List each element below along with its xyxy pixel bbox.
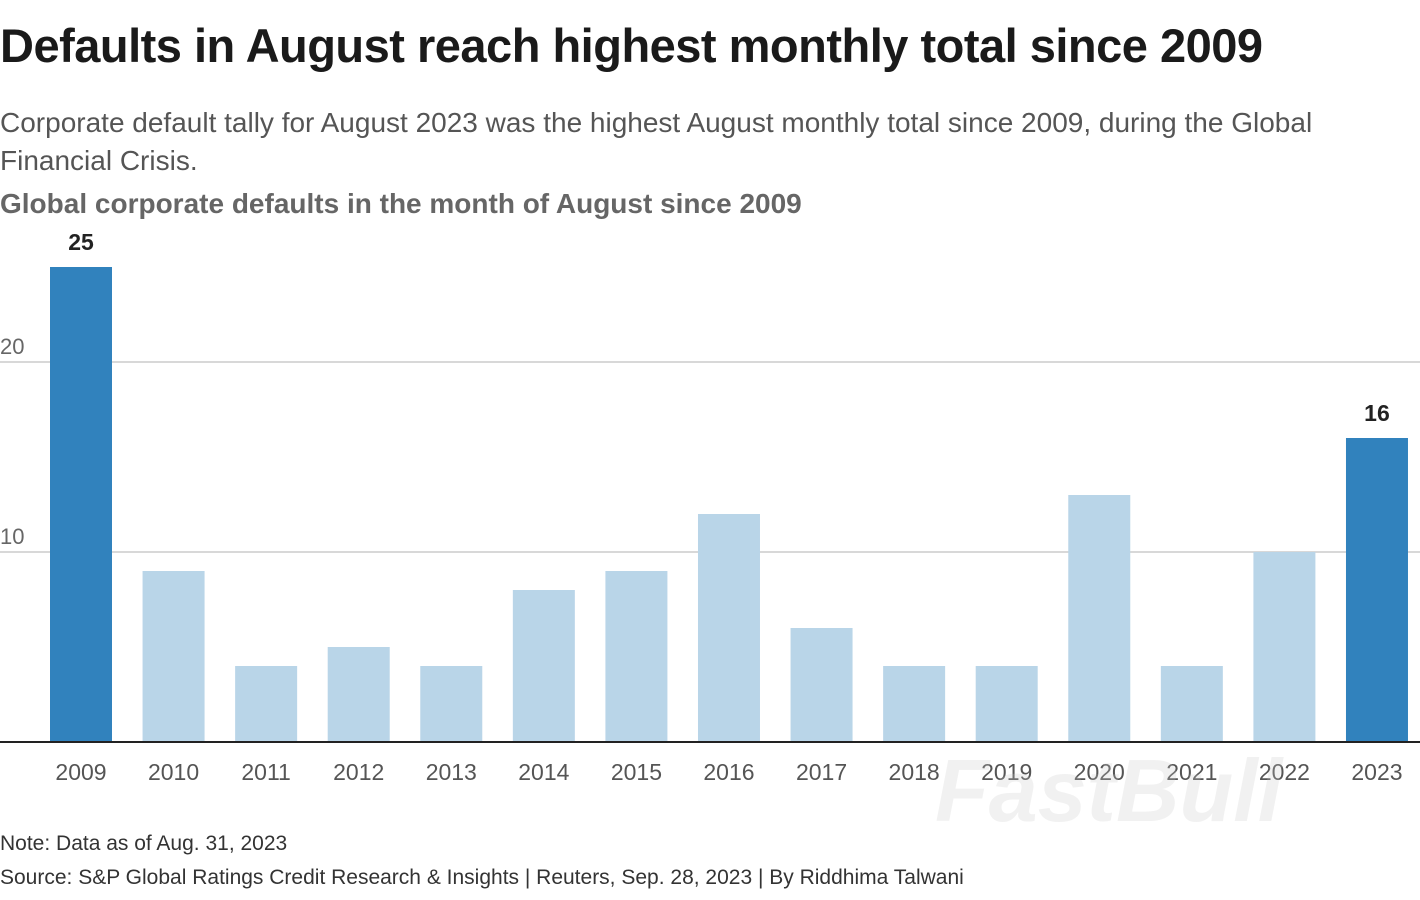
note: Note: Data as of Aug. 31, 2023 (0, 832, 288, 855)
x-tick-label: 2020 (1074, 759, 1125, 785)
y-tick-label: 20 (0, 334, 24, 359)
x-tick-label: 2021 (1166, 759, 1217, 785)
x-tick-label: 2015 (611, 759, 662, 785)
data-label: 25 (68, 229, 94, 255)
page-title: Defaults in August reach highest monthly… (0, 19, 1263, 72)
x-tick-label: 2019 (981, 759, 1032, 785)
bar-2013 (420, 666, 483, 742)
x-tick-label: 2022 (1259, 759, 1310, 785)
bar-2015 (605, 571, 668, 742)
bar-2017 (790, 628, 853, 742)
bar-2022 (1253, 552, 1316, 742)
watermark-logo: FastBull (935, 741, 1283, 840)
bar-2019 (975, 666, 1038, 742)
x-tick-label: 2018 (889, 759, 940, 785)
bar-2010 (142, 571, 205, 742)
x-tick-label: 2011 (241, 759, 290, 785)
bar-2016 (697, 514, 760, 742)
subtitle: Corporate default tally for August 2023 … (0, 107, 1313, 176)
chart-title: Global corporate defaults in the month o… (0, 188, 802, 219)
x-tick-label: 2017 (796, 759, 847, 785)
bar-2023 (1345, 438, 1408, 742)
x-tick-label: 2012 (333, 759, 384, 785)
x-tick-label: 2010 (148, 759, 199, 785)
data-label: 16 (1364, 400, 1390, 426)
x-tick-label: 2013 (426, 759, 477, 785)
x-tick-label: 2023 (1351, 759, 1402, 785)
bar-2021 (1160, 666, 1223, 742)
y-tick-label: 10 (0, 524, 24, 549)
source: Source: S&P Global Ratings Credit Resear… (0, 866, 964, 889)
x-tick-label: 2016 (703, 759, 754, 785)
bar-2009 (50, 267, 112, 742)
bar-chart: 10 20 2009 25 2010 2011 2012 2013 2014 2015 2016 20… (0, 229, 1420, 785)
bar-2012 (327, 647, 390, 742)
bar-2014 (512, 590, 575, 742)
bar-2018 (883, 666, 946, 742)
bar-2011 (235, 666, 298, 742)
x-tick-label: 2009 (55, 759, 106, 785)
bar-2020 (1068, 495, 1131, 742)
x-tick-label: 2014 (518, 759, 569, 785)
